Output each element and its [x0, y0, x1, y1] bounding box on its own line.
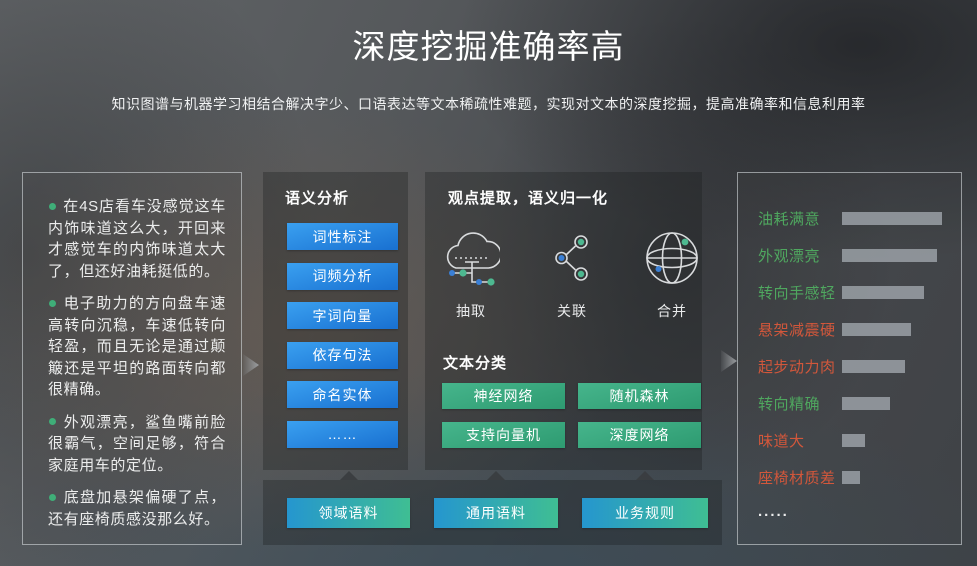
opinion-step: 关联 [537, 227, 607, 321]
opinion-result-row: 外观漂亮 [758, 237, 961, 274]
opinion-panel-title: 观点提取，语义归一化 [448, 190, 609, 207]
opinion-label: 座椅材质差 [758, 470, 836, 487]
page-subtitle: 知识图谱与机器学习相结合解决字少、口语表达等文本稀疏性难题，实现对文本的深度挖掘… [111, 96, 866, 112]
semantic-button[interactable]: 依存句法 [287, 341, 398, 369]
corpus-button[interactable]: 业务规则 [582, 497, 708, 528]
opinion-label: 转向精确 [758, 396, 821, 413]
globe-merge-icon [637, 227, 707, 289]
bullet-dot-icon [49, 493, 56, 501]
bullet-dot-icon [49, 418, 56, 426]
opinion-result-row: 转向精确 [758, 385, 961, 422]
opinion-bar [842, 434, 865, 447]
opinion-label: 味道大 [758, 433, 805, 450]
opinion-bar [842, 249, 937, 262]
opinion-label: 起步动力肉 [758, 359, 836, 376]
opinion-step: 抽取 [436, 227, 506, 321]
opinion-panel: 观点提取，语义归一化 抽取 [425, 172, 702, 470]
corpus-bar: 领域语料 通用语料 业务规则 [263, 471, 722, 545]
classify-button-grid: 神经网络 随机森林 支持向量机 深度网络 [442, 383, 701, 448]
semantic-button-list: 词性标注 词频分析 字词向量 依存句法 命名实体 …… [263, 223, 408, 448]
classify-title: 文本分类 [443, 355, 508, 372]
result-more-dots: ..... [758, 503, 789, 520]
opinion-step-label: 关联 [557, 303, 587, 319]
semantic-button[interactable]: 词性标注 [287, 223, 398, 250]
classify-button[interactable]: 随机森林 [578, 383, 701, 409]
semantic-button[interactable]: 命名实体 [287, 381, 398, 409]
review-panel: 在4S店看车没感觉这车内饰味道这么大，开回来才感觉车的内饰味道太大了，但还好油耗… [22, 172, 242, 545]
share-relate-icon [537, 227, 607, 289]
caret-up-icon [636, 471, 654, 480]
review-text: 外观漂亮，鲨鱼嘴前脸很霸气，空间足够，符合家庭用车的定位。 [48, 413, 226, 474]
review-text: 底盘加悬架偏硬了点，还有座椅质感没那么好。 [48, 489, 226, 528]
opinion-label: 外观漂亮 [758, 248, 821, 265]
opinion-bar [842, 212, 942, 225]
review-bullet: 外观漂亮，鲨鱼嘴前脸很霸气，空间足够，符合家庭用车的定位。 [48, 412, 226, 477]
opinion-label: 悬架减震硬 [758, 322, 836, 339]
cloud-extract-icon [436, 227, 506, 289]
corpus-button[interactable]: 领域语料 [287, 497, 410, 528]
semantic-button-more[interactable]: …… [287, 420, 398, 448]
opinion-label: 转向手感轻 [758, 285, 836, 302]
opinion-step-label: 合并 [657, 303, 687, 319]
opinion-result-row: 悬架减震硬 [758, 311, 961, 348]
opinion-bar [842, 471, 860, 484]
page-title: 深度挖掘准确率高 [352, 28, 625, 65]
semantic-button[interactable]: 字词向量 [287, 302, 398, 330]
classify-button[interactable]: 深度网络 [578, 422, 701, 448]
opinion-bar [842, 286, 924, 299]
flow-arrow-icon [721, 350, 737, 372]
classify-button[interactable]: 支持向量机 [442, 422, 565, 448]
review-text: 在4S店看车没感觉这车内饰味道这么大，开回来才感觉车的内饰味道太大了，但还好油耗… [48, 198, 226, 280]
opinion-bar [842, 323, 911, 336]
semantic-button[interactable]: 词频分析 [287, 262, 398, 290]
opinion-result-row: 座椅材质差 [758, 459, 961, 496]
corpus-button[interactable]: 通用语料 [434, 497, 558, 528]
flow-arrow-icon [243, 354, 259, 376]
semantic-panel-title: 语义分析 [285, 190, 350, 207]
opinion-step-label: 抽取 [456, 303, 486, 319]
bullet-dot-icon [49, 202, 56, 210]
semantic-panel: 语义分析 词性标注 词频分析 字词向量 依存句法 命名实体 …… [263, 172, 408, 470]
review-bullet: 在4S店看车没感觉这车内饰味道这么大，开回来才感觉车的内饰味道太大了，但还好油耗… [48, 196, 226, 282]
opinion-bar [842, 397, 890, 410]
opinion-result-row: 油耗满意 [758, 200, 961, 237]
opinion-result-row: 起步动力肉 [758, 348, 961, 385]
result-panel: 油耗满意 外观漂亮 转向手感轻 悬架减震硬 起步动力肉 转向精确 味道大 座椅材… [737, 172, 962, 545]
opinion-result-row: 转向手感轻 [758, 274, 961, 311]
review-text: 电子助力的方向盘车速高转向沉稳，车速低转向轻盈，而且无论是通过颠簸还是平坦的路面… [48, 295, 226, 398]
review-bullet: 电子助力的方向盘车速高转向沉稳，车速低转向轻盈，而且无论是通过颠簸还是平坦的路面… [48, 293, 226, 401]
classify-button[interactable]: 神经网络 [442, 383, 565, 409]
caret-up-icon [340, 471, 358, 480]
opinion-label: 油耗满意 [758, 211, 821, 228]
opinion-step: 合并 [637, 227, 707, 321]
review-bullet: 底盘加悬架偏硬了点，还有座椅质感没那么好。 [48, 487, 226, 530]
bullet-dot-icon [49, 299, 56, 307]
opinion-bar [842, 360, 905, 373]
opinion-result-row: 味道大 [758, 422, 961, 459]
caret-up-icon [487, 471, 505, 480]
